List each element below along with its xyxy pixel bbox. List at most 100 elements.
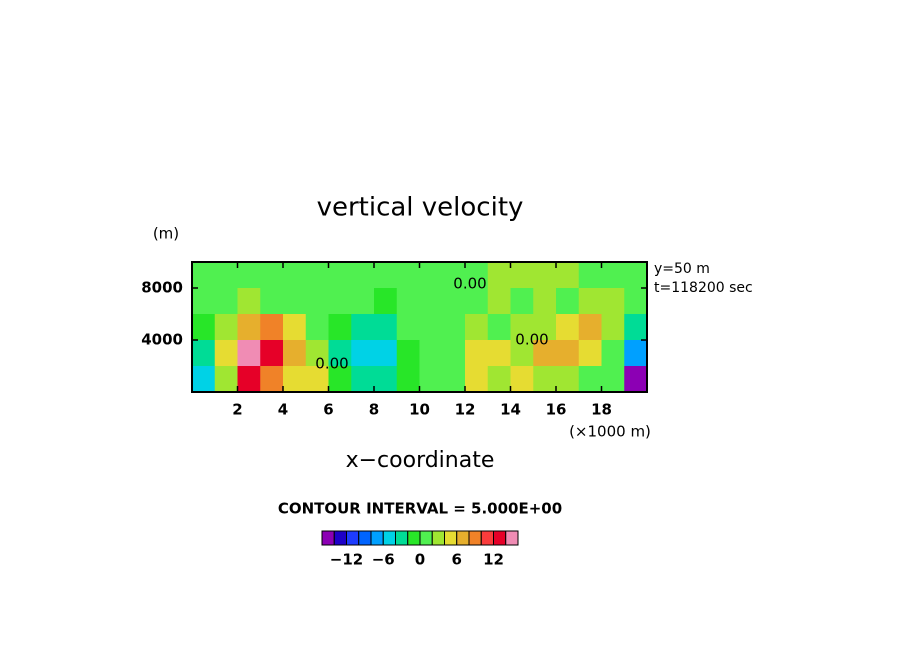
chart-title: vertical velocity (317, 193, 524, 223)
heat-cell (305, 288, 329, 315)
colorbar-label: 0 (415, 551, 425, 569)
contour-label: 0.00 (515, 331, 548, 349)
heat-cell (465, 288, 489, 315)
x-tick-label: 10 (409, 401, 430, 419)
x-tick-label: 14 (500, 401, 521, 419)
heat-cell (556, 262, 580, 289)
heat-cell (601, 288, 625, 315)
heat-cell (396, 340, 420, 367)
heat-cell (192, 314, 216, 341)
heat-cell (305, 262, 329, 289)
heat-cell (260, 340, 284, 367)
colorbar-box (382, 530, 396, 546)
colorbar-box (468, 530, 482, 546)
heat-cell (214, 288, 238, 315)
contour-label: 0.00 (315, 355, 348, 373)
heat-cell (578, 340, 602, 367)
heat-cell (260, 288, 284, 315)
heat-cell (283, 288, 307, 315)
heat-cell (305, 366, 329, 393)
heat-cell (465, 262, 489, 289)
heat-cell (442, 340, 466, 367)
colorbar-box (370, 530, 384, 546)
heat-cell (601, 262, 625, 289)
colorbar-label: −12 (330, 551, 363, 569)
heat-cell (396, 288, 420, 315)
heat-cell (556, 366, 580, 393)
heat-cell (556, 288, 580, 315)
heat-cell (419, 366, 443, 393)
field (192, 262, 648, 393)
heat-cell (510, 288, 534, 315)
heat-cell (578, 366, 602, 393)
x-tick-label: 6 (323, 401, 333, 419)
heat-cell (419, 288, 443, 315)
heat-cell (510, 340, 534, 367)
colorbar-label: −6 (372, 551, 395, 569)
heat-cell (237, 288, 261, 315)
heat-cell (283, 262, 307, 289)
heat-cell (624, 262, 648, 289)
colorbar-box (505, 530, 519, 546)
heat-cell (624, 366, 648, 393)
heat-cell (328, 314, 352, 341)
y-unit: (m) (153, 225, 179, 243)
heat-cell (533, 340, 557, 367)
heat-cell (419, 340, 443, 367)
colorbar-box (346, 530, 360, 546)
heat-cell (487, 262, 511, 289)
colorbar-label: 6 (452, 551, 462, 569)
y-tick-label: 4000 (141, 331, 183, 349)
heat-cell (260, 262, 284, 289)
heat-cell (214, 366, 238, 393)
heat-cell (601, 340, 625, 367)
heat-cell (351, 288, 375, 315)
heat-cell (442, 262, 466, 289)
heat-cell (351, 314, 375, 341)
info-text: y=50 m (654, 261, 710, 277)
heat-cell (396, 314, 420, 341)
heat-cell (214, 340, 238, 367)
x-tick-label: 18 (591, 401, 612, 419)
heat-cell (578, 314, 602, 341)
heat-cell (328, 262, 352, 289)
colorbar-box (333, 530, 347, 546)
colorbar-box (493, 530, 507, 546)
x-tick-label: 16 (546, 401, 567, 419)
contour-label: 0.00 (453, 275, 486, 293)
heat-cell (328, 288, 352, 315)
heat-cell (328, 366, 352, 393)
heat-cell (487, 314, 511, 341)
colorbar-box (395, 530, 409, 546)
heat-cell (442, 288, 466, 315)
heat-cell (487, 340, 511, 367)
heat-cell (192, 366, 216, 393)
heat-cell (214, 314, 238, 341)
heat-cell (624, 288, 648, 315)
heat-cell (601, 314, 625, 341)
heat-cell (374, 366, 398, 393)
heat-cell (510, 262, 534, 289)
heat-cell (624, 340, 648, 367)
heat-cell (305, 314, 329, 341)
x-tick-label: 8 (369, 401, 379, 419)
heat-cell (283, 366, 307, 393)
heat-cell (351, 366, 375, 393)
heat-cell (305, 340, 329, 367)
heat-cell (419, 314, 443, 341)
x-tick-label: 12 (455, 401, 476, 419)
heat-cell (351, 340, 375, 367)
heat-cell (396, 366, 420, 393)
heat-cell (442, 366, 466, 393)
heat-cell (419, 262, 443, 289)
overlay: 0.00 0.00 0.00 (315, 275, 548, 373)
heat-cell (192, 340, 216, 367)
heat-cell (374, 314, 398, 341)
heat-cell (533, 366, 557, 393)
heat-cell (351, 262, 375, 289)
heat-cell (328, 340, 352, 367)
heat-cell (374, 288, 398, 315)
heat-cell (487, 288, 511, 315)
